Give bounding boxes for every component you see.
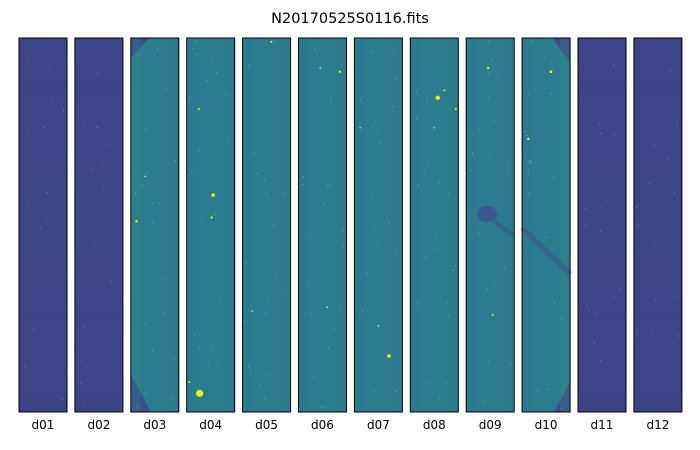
- panel-label-d03: d03: [143, 418, 166, 432]
- panel-image-d07: [354, 38, 403, 412]
- panel-image-d09: [466, 38, 515, 412]
- panel-d07: d07: [353, 37, 403, 432]
- panel-image-d04: [186, 38, 235, 412]
- panel-label-d12: d12: [646, 418, 669, 432]
- panel-d04: d04: [186, 37, 236, 432]
- panel-image-d06: [298, 38, 347, 412]
- panel-d05: d05: [242, 37, 292, 432]
- figure-title: N20170525S0116.fits: [271, 11, 429, 27]
- panel-label-d11: d11: [591, 418, 614, 432]
- panel-d12: d12: [633, 37, 683, 432]
- panel-label-d01: d01: [32, 418, 55, 432]
- panel-label-d08: d08: [423, 418, 446, 432]
- panel-image-d01: [19, 38, 67, 412]
- panel-label-d02: d02: [87, 418, 110, 432]
- panel-label-d05: d05: [255, 418, 278, 432]
- panel-image-d02: [74, 38, 123, 412]
- panel-d08: d08: [409, 37, 459, 432]
- panel-image-d03: [130, 38, 179, 412]
- panel-d01: d01: [18, 37, 68, 432]
- panel-image-d11: [578, 38, 626, 412]
- panel-image-d10: [522, 38, 571, 412]
- panel-d02: d02: [74, 37, 124, 432]
- panel-d11: d11: [577, 37, 627, 432]
- panel-label-d07: d07: [367, 418, 390, 432]
- panel-label-d04: d04: [199, 418, 222, 432]
- panel-label-d09: d09: [479, 418, 502, 432]
- panel-label-d10: d10: [535, 418, 558, 432]
- panel-d06: d06: [298, 37, 347, 432]
- panel-d03: d03: [130, 37, 180, 432]
- panel-label-d06: d06: [311, 418, 334, 432]
- panel-image-d08: [410, 38, 459, 412]
- panel-image-d05: [242, 38, 291, 412]
- panel-d10: d10: [520, 37, 572, 432]
- panel-image-d12: [633, 38, 682, 412]
- panel-d09: d09: [465, 37, 516, 432]
